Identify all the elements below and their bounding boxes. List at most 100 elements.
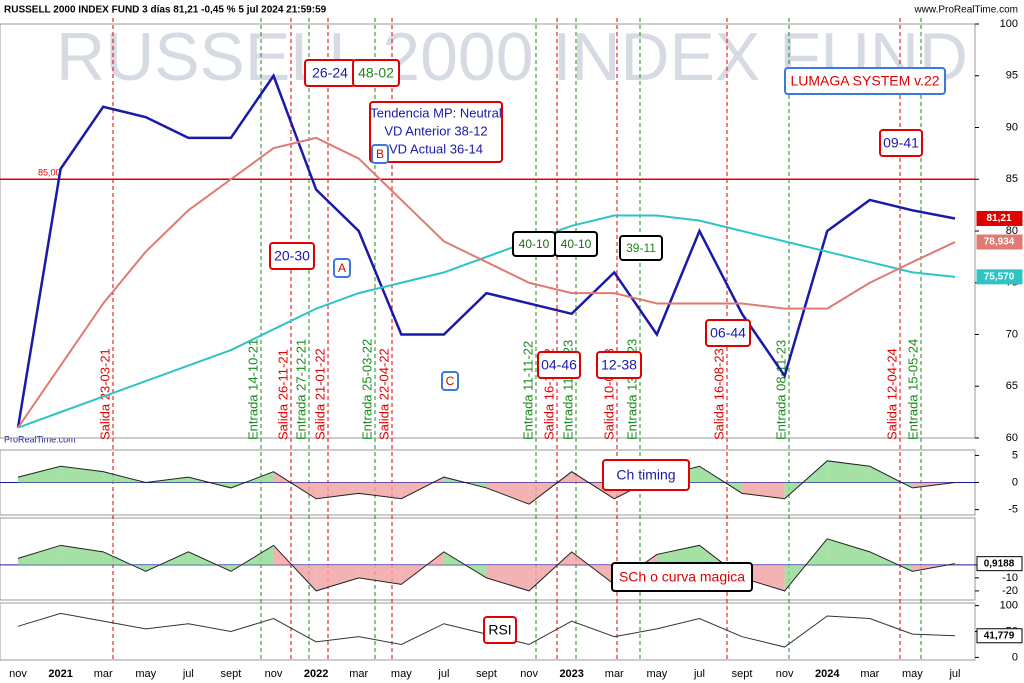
annotation-box <box>352 59 400 87</box>
signal-label: Entrada 14-10-21 <box>245 339 260 440</box>
osc-line <box>17 538 956 592</box>
y-tick-label: 100 <box>1000 18 1018 30</box>
annotation-text: A <box>338 261 346 275</box>
x-tick-label: may <box>391 668 412 680</box>
osc-area <box>358 564 402 585</box>
osc-area <box>316 564 359 591</box>
x-tick-label: may <box>902 668 923 680</box>
annotation-box <box>611 562 753 592</box>
footer: ProRealTime.com <box>4 434 76 444</box>
annotation-text: VD Anterior 38-12 <box>384 123 487 138</box>
x-tick-label: nov <box>776 668 794 680</box>
signal-label: Salida 23-03-21 <box>97 348 112 440</box>
x-tick-label: nov <box>265 668 283 680</box>
annotation-box <box>483 616 517 644</box>
x-tick-label: sept <box>221 668 242 680</box>
annotation-text: 26-24 <box>312 65 348 81</box>
osc-area <box>18 466 61 483</box>
header-title: RUSSELL 2000 INDEX FUND 3 días 81,21 -0,… <box>4 5 327 16</box>
signal-label: Salida 22-04-22 <box>376 348 391 440</box>
annotation-text: RSI <box>488 622 511 638</box>
annotation-text: C <box>446 374 455 388</box>
x-tick-label: 2023 <box>559 668 583 680</box>
annotation-text: 04-46 <box>541 357 577 373</box>
y-tick-label: 70 <box>1006 328 1018 340</box>
x-tick-label: mar <box>605 668 624 680</box>
annotation-box <box>333 258 351 278</box>
annotation-box <box>602 459 690 491</box>
x-tick-label: jul <box>948 668 960 680</box>
y-tick-label: 60 <box>1006 432 1018 444</box>
value-tag-label: 78,934 <box>984 237 1015 248</box>
y-tick-label: 95 <box>1006 70 1018 82</box>
value-tag <box>976 556 1023 572</box>
annotation-box <box>371 144 389 164</box>
value-tag-label: 81,21 <box>986 213 1011 224</box>
annotation-box <box>269 242 315 270</box>
value-tag <box>976 628 1023 644</box>
x-tick-label: 2024 <box>815 668 840 680</box>
annotation-text: 48-02 <box>358 65 394 81</box>
osc-area <box>486 482 530 505</box>
annotation-box <box>784 67 946 95</box>
y-tick-label: 85 <box>1006 173 1018 185</box>
annotation-box <box>705 319 751 347</box>
osc-area <box>60 545 104 565</box>
signal-label: Entrada 27-12-21 <box>293 339 308 440</box>
annotation-text: 06-44 <box>710 325 746 341</box>
x-tick-label: jul <box>437 668 449 680</box>
header-site: www.ProRealTime.com <box>913 5 1018 16</box>
annotation-text: 09-41 <box>883 135 919 151</box>
x-tick-label: may <box>646 668 667 680</box>
y-tick-label: -10 <box>1002 572 1018 584</box>
signal-label: Salida 26-11-21 <box>275 349 290 440</box>
annotation-box <box>554 231 598 257</box>
signal-label: Entrada 15-05-24 <box>905 339 920 440</box>
value-tag <box>976 234 1023 250</box>
y-tick-label: 65 <box>1006 380 1018 392</box>
annotation-text: Tendencia MP: Neutral <box>370 105 502 120</box>
osc-area <box>486 564 530 591</box>
annotation-text: 40-10 <box>561 237 592 251</box>
value-tag-label: 0,9188 <box>984 558 1015 569</box>
value-tag <box>976 210 1023 226</box>
x-tick-label: jul <box>182 668 194 680</box>
x-tick-label: 2022 <box>304 668 328 680</box>
y-tick-label: 80 <box>1006 225 1018 237</box>
signal-label: Salida 12-04-24 <box>884 348 899 440</box>
h-line-label: 85,00 <box>38 168 61 178</box>
annotation-box <box>441 371 459 391</box>
annotation-text: LUMAGA SYSTEM v.22 <box>790 73 939 89</box>
osc-area <box>18 545 61 565</box>
panel-frame <box>0 517 976 601</box>
value-tag-label: 41,779 <box>984 630 1015 641</box>
annotation-text: VD Actual 36-14 <box>389 141 483 156</box>
x-tick-label: sept <box>732 668 753 680</box>
x-tick-label: mar <box>349 668 368 680</box>
x-tick-label: nov <box>520 668 538 680</box>
annotation-text: SCh o curva magica <box>619 569 745 585</box>
annotation-box <box>369 101 503 163</box>
annotation-box <box>619 235 663 261</box>
annotation-box <box>879 129 923 157</box>
annotation-text: 12-38 <box>601 357 637 373</box>
annotation-text: 20-30 <box>274 248 310 264</box>
y-tick-label: -5 <box>1008 503 1018 515</box>
y-tick-label: 100 <box>1000 599 1018 611</box>
price-line <box>16 73 956 428</box>
x-tick-label: jul <box>693 668 705 680</box>
annotation-text: B <box>376 147 384 161</box>
signal-label: Salida 16-08-23 <box>711 348 726 440</box>
signal-label: Entrada 11-11-22 <box>520 341 535 440</box>
y-tick-label: 5 <box>1012 449 1018 461</box>
signal-label: Entrada 08-11-23 <box>773 340 788 440</box>
annotation-box <box>537 351 581 379</box>
osc-area <box>827 460 870 483</box>
signal-label: Entrada 25-03-22 <box>359 339 374 440</box>
annotation-text: Ch timing <box>616 467 675 483</box>
x-tick-label: may <box>135 668 156 680</box>
x-tick-label: nov <box>9 668 27 680</box>
y-tick-label: 0 <box>1012 651 1018 663</box>
y-tick-label: 0 <box>1012 476 1018 488</box>
